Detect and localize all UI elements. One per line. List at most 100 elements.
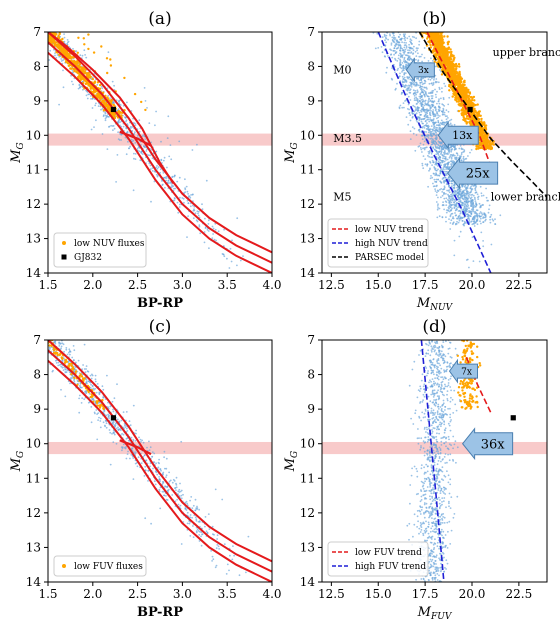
scatter-point bbox=[118, 99, 121, 102]
y-axis-label: MG bbox=[9, 142, 26, 164]
scatter-point bbox=[393, 41, 396, 44]
scatter-point bbox=[413, 94, 416, 97]
scatter-point bbox=[476, 215, 479, 218]
scatter-point bbox=[453, 239, 456, 242]
scatter-point bbox=[453, 191, 456, 194]
scatter-point bbox=[476, 218, 479, 220]
scatter-point bbox=[397, 57, 400, 60]
scatter-point bbox=[122, 125, 125, 128]
scatter-point bbox=[429, 128, 432, 131]
scatter-point bbox=[138, 150, 141, 153]
scatter-point bbox=[431, 159, 434, 162]
scatter-point bbox=[457, 109, 461, 113]
scatter-point bbox=[454, 200, 457, 203]
scatter-point bbox=[58, 53, 61, 57]
scatter-point bbox=[404, 44, 407, 46]
scatter-point bbox=[422, 155, 425, 158]
scatter-point bbox=[61, 37, 64, 41]
scatter-point bbox=[427, 185, 429, 188]
scatter-point bbox=[405, 42, 407, 44]
scatter-point bbox=[403, 37, 406, 40]
scatter-point bbox=[403, 76, 406, 79]
scatter-point bbox=[423, 109, 426, 111]
scatter-point bbox=[407, 77, 410, 80]
scatter-point bbox=[439, 188, 441, 191]
scatter-point bbox=[445, 118, 448, 121]
scatter-point bbox=[489, 215, 492, 218]
scatter-point bbox=[77, 75, 81, 78]
scatter-point bbox=[413, 110, 416, 113]
scatter-point bbox=[53, 43, 57, 46]
scatter-point bbox=[441, 90, 443, 93]
scatter-point bbox=[433, 106, 436, 109]
scatter-point bbox=[42, 33, 44, 35]
scatter-point bbox=[422, 167, 425, 170]
scatter-point bbox=[438, 174, 441, 177]
scatter-point bbox=[431, 164, 433, 167]
scatter-point bbox=[406, 76, 409, 78]
scatter-point bbox=[490, 213, 493, 216]
scatter-point bbox=[69, 57, 73, 60]
scatter-point bbox=[433, 126, 435, 128]
scatter-point bbox=[453, 147, 456, 149]
scatter-point bbox=[80, 77, 83, 81]
scatter-point bbox=[454, 212, 456, 214]
scatter-point bbox=[78, 84, 81, 87]
scatter-point bbox=[448, 146, 451, 149]
scatter-point bbox=[452, 216, 454, 218]
scatter-point bbox=[415, 99, 417, 102]
scatter-point bbox=[391, 36, 394, 39]
scatter-point bbox=[106, 148, 109, 151]
scatter-point bbox=[177, 211, 180, 214]
scatter-point bbox=[394, 45, 397, 48]
scatter-point bbox=[429, 104, 431, 107]
scatter-point bbox=[159, 168, 162, 171]
scatter-point bbox=[409, 130, 412, 133]
scatter-point bbox=[429, 112, 431, 115]
scatter-point bbox=[445, 201, 448, 204]
scatter-point bbox=[422, 143, 425, 146]
scatter-point bbox=[453, 183, 456, 186]
scatter-point bbox=[441, 194, 444, 197]
scatter-point bbox=[452, 57, 456, 61]
scatter-point bbox=[171, 175, 174, 178]
scatter-point bbox=[408, 58, 411, 61]
scatter-point bbox=[444, 156, 447, 158]
scatter-point bbox=[466, 189, 468, 192]
scatter-point bbox=[427, 78, 430, 81]
scatter-point bbox=[186, 236, 188, 239]
scatter-point bbox=[450, 201, 453, 204]
scatter-point bbox=[437, 207, 439, 209]
scatter-point bbox=[143, 87, 146, 89]
scatter-point bbox=[430, 57, 432, 60]
scatter-point bbox=[450, 185, 453, 188]
scatter-point bbox=[447, 150, 450, 153]
scatter-point bbox=[207, 223, 210, 225]
scatter-point bbox=[173, 175, 176, 178]
scatter-point bbox=[424, 146, 427, 149]
scatter-point bbox=[144, 108, 147, 112]
scatter-point bbox=[187, 215, 190, 218]
scatter-point bbox=[480, 206, 482, 208]
scatter-point bbox=[27, 75, 29, 77]
scatter-point bbox=[399, 33, 401, 36]
scatter-point bbox=[126, 131, 129, 134]
scatter-point bbox=[395, 87, 397, 90]
scatter-point bbox=[416, 89, 419, 92]
scatter-point bbox=[430, 156, 432, 159]
scatter-point bbox=[465, 157, 468, 160]
scatter-point bbox=[389, 34, 391, 37]
scatter-point bbox=[54, 52, 56, 55]
scatter-point bbox=[424, 86, 426, 89]
scatter-point bbox=[423, 148, 426, 151]
scatter-point bbox=[487, 211, 490, 214]
scatter-point bbox=[413, 127, 416, 130]
scatter-point bbox=[423, 57, 426, 59]
scatter-point bbox=[236, 217, 239, 220]
scatter-point bbox=[436, 216, 439, 219]
scatter-point bbox=[104, 102, 108, 105]
scatter-point bbox=[413, 36, 416, 39]
scatter-point bbox=[236, 264, 238, 267]
scatter-point bbox=[425, 103, 428, 106]
y-tick-label: 10 bbox=[26, 128, 41, 142]
